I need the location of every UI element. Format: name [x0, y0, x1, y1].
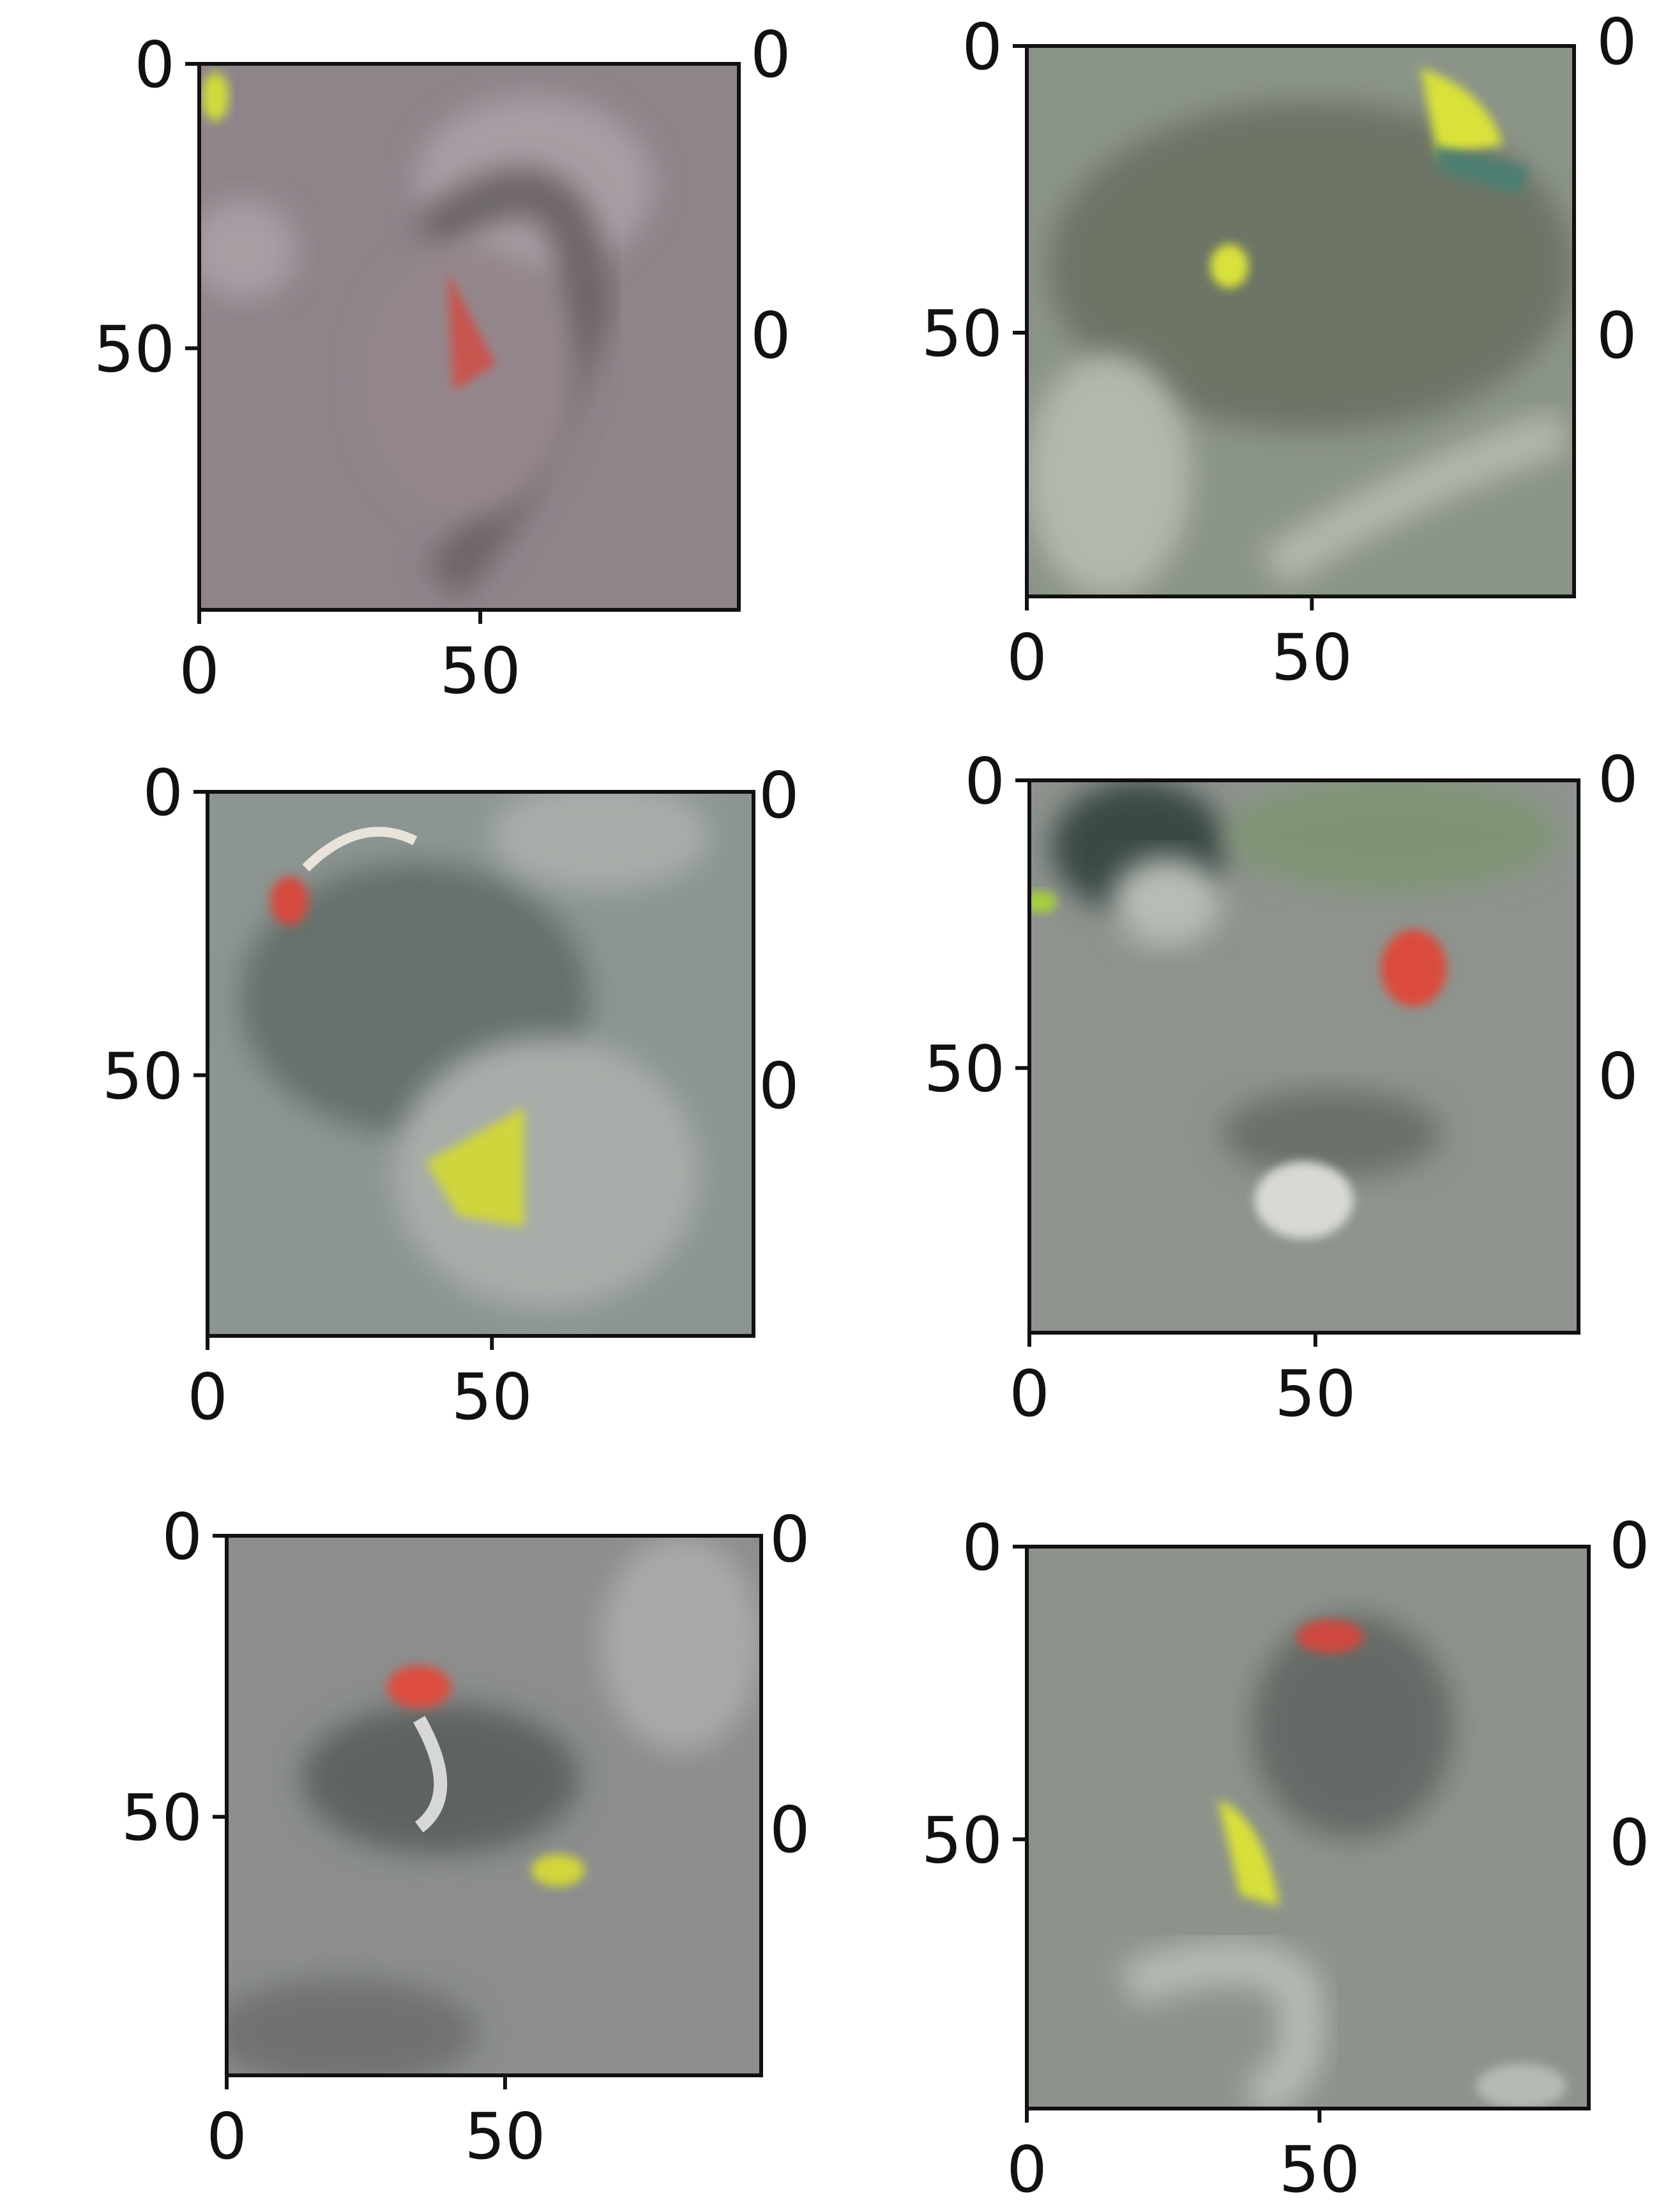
x-tick-label: 0 — [187, 1360, 228, 1434]
axes-frame — [1025, 44, 1576, 598]
cropped-neighbor-tick: 0 — [769, 1502, 810, 1577]
cropped-neighbor-tick: 0 — [1598, 1039, 1639, 1114]
panel-image — [1029, 780, 1579, 1333]
cropped-neighbor-tick: 0 — [1609, 1805, 1650, 1880]
y-tick-label: 0 — [962, 10, 1003, 84]
cropped-neighbor-tick: 0 — [750, 298, 791, 373]
x-tick-label: 50 — [1279, 2132, 1360, 2207]
x-tick-label: 0 — [1006, 2132, 1047, 2207]
panel-image — [199, 64, 739, 610]
axes-frame — [197, 62, 741, 612]
x-tick-label: 0 — [1006, 620, 1047, 695]
y-tick-label: 50 — [921, 296, 1003, 371]
y-tick-label: 50 — [921, 1803, 1003, 1877]
x-tick-label: 0 — [179, 633, 220, 708]
cropped-neighbor-tick: 0 — [1598, 742, 1639, 817]
cropped-neighbor-tick: 0 — [1609, 1508, 1650, 1583]
y-tick-label: 0 — [962, 1510, 1003, 1585]
panel-image — [227, 1536, 761, 2075]
axes-frame — [225, 1534, 763, 2077]
cropped-neighbor-tick: 0 — [759, 758, 799, 833]
x-tick-label: 50 — [464, 2099, 545, 2174]
image-panel-r2c1: 0 50 0 50 — [102, 755, 755, 1434]
y-tick-label: 0 — [134, 27, 175, 102]
x-tick-label: 50 — [1275, 1356, 1356, 1431]
y-tick-label: 0 — [142, 755, 183, 830]
image-panel-r3c2: 0 50 0 50 — [921, 1510, 1591, 2207]
axes-frame — [1027, 778, 1580, 1335]
image-panel-r1c1: 0 50 0 50 — [94, 27, 741, 708]
cropped-neighbor-tick: 0 — [750, 17, 791, 92]
y-tick-label: 0 — [162, 1499, 202, 1574]
axes-frame — [1025, 1545, 1591, 2110]
y-tick-label: 50 — [924, 1032, 1005, 1107]
image-panel-r2c2: 0 50 0 50 — [924, 744, 1580, 1431]
x-tick-label: 50 — [1271, 620, 1352, 695]
cropped-neighbor-tick: 0 — [769, 1792, 810, 1867]
x-tick-label: 0 — [1009, 1356, 1050, 1431]
y-tick-label: 0 — [964, 744, 1005, 819]
panel-image — [208, 792, 754, 1336]
y-tick-label: 50 — [94, 312, 175, 386]
axes-frame — [206, 790, 755, 1338]
x-tick-label: 50 — [451, 1360, 533, 1434]
panel-image — [1027, 46, 1574, 596]
cropped-neighbor-tick: 0 — [1596, 298, 1637, 373]
cropped-neighbor-tick: 0 — [759, 1049, 799, 1123]
y-tick-label: 50 — [121, 1780, 202, 1855]
x-tick-label: 50 — [439, 633, 520, 708]
image-panel-r1c2: 0 50 0 50 — [921, 10, 1576, 695]
cropped-neighbor-tick: 0 — [1596, 4, 1637, 79]
image-panel-r3c1: 0 50 0 50 — [121, 1499, 763, 2174]
y-tick-label: 50 — [102, 1039, 183, 1114]
panel-image — [1027, 1547, 1589, 2109]
x-tick-label: 0 — [206, 2099, 247, 2174]
